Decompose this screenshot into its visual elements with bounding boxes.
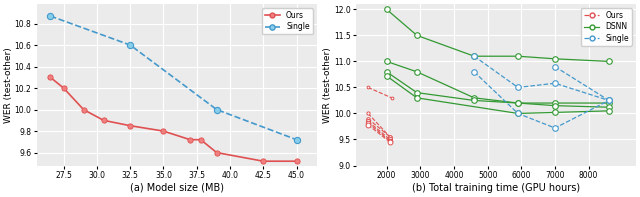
Legend: Ours, DSNN, Single: Ours, DSNN, Single <box>581 8 632 46</box>
X-axis label: (b) Total training time (GPU hours): (b) Total training time (GPU hours) <box>412 183 580 193</box>
Y-axis label: WER (test-other): WER (test-other) <box>4 47 13 123</box>
X-axis label: (a) Model size (MB): (a) Model size (MB) <box>130 183 224 193</box>
Y-axis label: WER (test-other): WER (test-other) <box>323 47 332 123</box>
Legend: Ours, Single: Ours, Single <box>262 8 313 34</box>
